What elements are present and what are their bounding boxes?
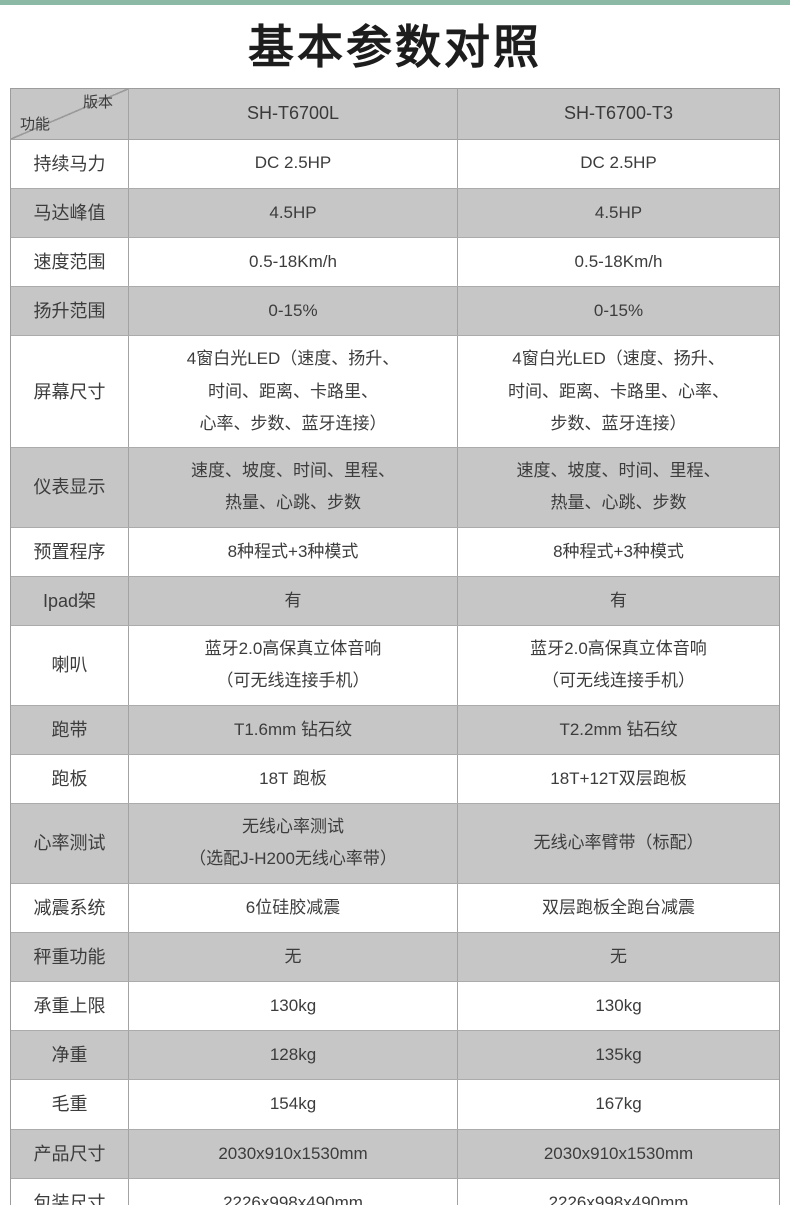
row-value-sh-t6700l: 无: [129, 932, 458, 982]
row-value-sh-t6700l: 0-15%: [129, 287, 458, 336]
row-value-sh-t6700l: 2226x998x490mm: [129, 1178, 458, 1205]
column-header-sh-t6700-t3: SH-T6700-T3: [563, 103, 674, 124]
row-label: 秤重功能: [11, 932, 129, 982]
table-row: 跑板 18T 跑板 18T+12T双层跑板: [11, 753, 779, 804]
row-value-sh-t6700-t3: 双层跑板全跑台减震: [542, 897, 695, 917]
page-title: 基本参数对照: [248, 21, 542, 73]
row-label: 减震系统: [11, 883, 129, 932]
row-value-sh-t6700-t3: 无线心率臂带（标配）: [533, 833, 704, 853]
row-value-sh-t6700l: 4窗白光LED（速度、扬升、 时间、距离、卡路里、 心率、步数、蓝牙连接）: [129, 336, 458, 448]
row-value-sh-t6700-t3: 有: [610, 590, 627, 610]
table-row: 秤重功能 无 无: [11, 931, 779, 982]
table-row: 毛重 154kg 167kg: [11, 1079, 779, 1129]
table-row: 产品尺寸 2030x910x1530mm 2030x910x1530mm: [11, 1128, 779, 1178]
top-accent-bar: [0, 0, 790, 5]
row-value-sh-t6700-t3: 4窗白光LED（速度、扬升、 时间、距离、卡路里、心率、 步数、蓝牙连接）: [508, 349, 729, 433]
table-row: 屏幕尺寸 4窗白光LED（速度、扬升、 时间、距离、卡路里、 心率、步数、蓝牙连…: [11, 335, 779, 448]
row-value-sh-t6700l: 速度、坡度、时间、里程、 热量、心跳、步数: [129, 448, 458, 527]
row-value-sh-t6700-t3: 0.5-18Km/h: [574, 251, 663, 271]
row-value-sh-t6700l: 蓝牙2.0高保真立体音响 （可无线连接手机）: [129, 626, 458, 705]
row-value-sh-t6700l: 130kg: [129, 982, 458, 1031]
row-label: 速度范围: [11, 237, 129, 287]
table-row: 跑带 T1.6mm 钻石纹 T2.2mm 钻石纹: [11, 704, 779, 754]
table-row: Ipad架 有 有: [11, 575, 779, 626]
corner-version-label: 版本: [82, 93, 113, 111]
corner-function-label: 功能: [20, 116, 51, 133]
row-value-sh-t6700-t3: 速度、坡度、时间、里程、 热量、心跳、步数: [516, 461, 721, 513]
table-row: 包装尺寸 2226x998x490mm 2226x998x490mm: [11, 1177, 779, 1205]
table-row: 预置程序 8种程式+3种模式 8种程式+3种模式: [11, 526, 779, 576]
row-value-sh-t6700l: 8种程式+3种模式: [129, 527, 458, 576]
row-value-sh-t6700l: 6位硅胶减震: [129, 883, 458, 932]
row-value-sh-t6700-t3: T2.2mm 钻石纹: [559, 719, 678, 739]
row-label: 马达峰值: [11, 188, 129, 237]
row-value-sh-t6700-t3: 18T+12T双层跑板: [550, 768, 687, 788]
table-row: 心率测试 无线心率测试 （选配J-H200无线心率带） 无线心率臂带（标配）: [11, 803, 779, 883]
row-value-sh-t6700-t3: 8种程式+3种模式: [553, 541, 684, 561]
row-value-sh-t6700l: 2030x910x1530mm: [129, 1129, 458, 1178]
column-header-sh-t6700l: SH-T6700L: [129, 88, 458, 139]
row-value-sh-t6700-t3: 蓝牙2.0高保真立体音响 （可无线连接手机）: [530, 639, 707, 691]
table-header-row: 版本 功能 SH-T6700L SH-T6700-T3: [11, 88, 779, 140]
row-label: 跑带: [11, 705, 129, 754]
row-label: 净重: [11, 1031, 129, 1080]
row-value-sh-t6700l: T1.6mm 钻石纹: [129, 705, 458, 754]
row-label: 毛重: [11, 1080, 129, 1129]
table-row: 减震系统 6位硅胶减震 双层跑板全跑台减震: [11, 882, 779, 932]
row-value-sh-t6700-t3: 4.5HP: [594, 202, 643, 222]
row-value-sh-t6700-t3: 无: [610, 946, 627, 966]
row-label: 持续马力: [11, 139, 129, 188]
corner-header-cell: 版本 功能: [11, 88, 129, 139]
row-label: Ipad架: [11, 576, 129, 626]
row-value-sh-t6700l: 18T 跑板: [129, 754, 458, 804]
row-value-sh-t6700-t3: 2030x910x1530mm: [543, 1143, 694, 1163]
row-label: 扬升范围: [11, 287, 129, 336]
row-value-sh-t6700l: 有: [129, 576, 458, 626]
table-body: 持续马力 DC 2.5HP DC 2.5HP 马达峰值 4.5HP 4.5HP …: [11, 139, 779, 1205]
row-value-sh-t6700l: 无线心率测试 （选配J-H200无线心率带）: [129, 804, 458, 883]
table-row: 承重上限 130kg 130kg: [11, 981, 779, 1031]
row-value-sh-t6700-t3: 135kg: [595, 1045, 642, 1065]
row-value-sh-t6700-t3: 2226x998x490mm: [548, 1192, 689, 1205]
row-label: 产品尺寸: [11, 1129, 129, 1178]
row-value-sh-t6700l: 154kg: [129, 1080, 458, 1129]
row-value-sh-t6700-t3: 167kg: [595, 1094, 642, 1114]
row-label: 包装尺寸: [11, 1178, 129, 1205]
row-value-sh-t6700l: DC 2.5HP: [129, 139, 458, 188]
row-label: 心率测试: [11, 804, 129, 883]
row-label: 承重上限: [11, 982, 129, 1031]
row-value-sh-t6700-t3: 0-15%: [593, 301, 644, 320]
row-label: 仪表显示: [11, 448, 129, 527]
row-label: 预置程序: [11, 527, 129, 576]
table-row: 速度范围 0.5-18Km/h 0.5-18Km/h: [11, 236, 779, 287]
row-value-sh-t6700l: 128kg: [129, 1031, 458, 1080]
row-label: 跑板: [11, 754, 129, 804]
row-label: 喇叭: [11, 626, 129, 705]
row-value-sh-t6700-t3: 130kg: [595, 995, 642, 1015]
table-row: 喇叭 蓝牙2.0高保真立体音响 （可无线连接手机） 蓝牙2.0高保真立体音响 （…: [11, 625, 779, 705]
row-value-sh-t6700l: 0.5-18Km/h: [129, 237, 458, 287]
table-row: 持续马力 DC 2.5HP DC 2.5HP: [11, 139, 779, 188]
row-label: 屏幕尺寸: [11, 336, 129, 448]
spec-comparison-table: 版本 功能 SH-T6700L SH-T6700-T3 持续马力 DC 2.5H…: [10, 87, 780, 1205]
table-row: 净重 128kg 135kg: [11, 1030, 779, 1080]
row-value-sh-t6700-t3: DC 2.5HP: [580, 153, 657, 173]
table-row: 仪表显示 速度、坡度、时间、里程、 热量、心跳、步数 速度、坡度、时间、里程、 …: [11, 447, 779, 527]
table-row: 马达峰值 4.5HP 4.5HP: [11, 187, 779, 237]
row-value-sh-t6700l: 4.5HP: [129, 188, 458, 237]
table-row: 扬升范围 0-15% 0-15%: [11, 286, 779, 336]
